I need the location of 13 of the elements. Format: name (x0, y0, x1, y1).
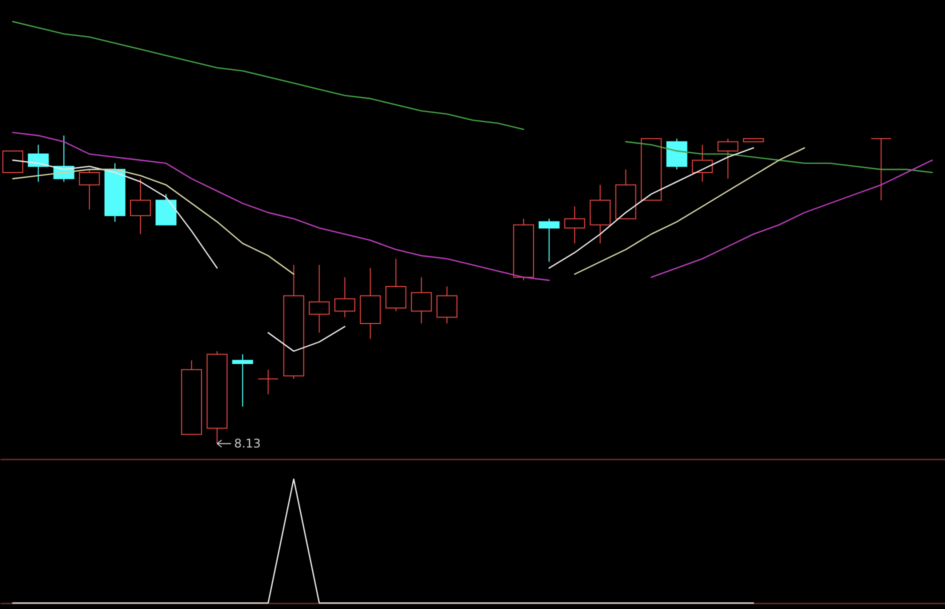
candlestick (564, 206, 586, 244)
candlestick (308, 264, 330, 334)
candlestick (692, 144, 713, 182)
annotation: 8.13 (234, 436, 261, 451)
candlestick (258, 369, 279, 395)
candlestick (538, 218, 560, 262)
candlestick (334, 276, 356, 318)
candlestick (130, 178, 151, 235)
candlestick (410, 276, 432, 324)
candlestick (28, 144, 49, 182)
candlestick (590, 184, 611, 244)
candlestick (206, 350, 228, 444)
candlestick (360, 268, 381, 340)
